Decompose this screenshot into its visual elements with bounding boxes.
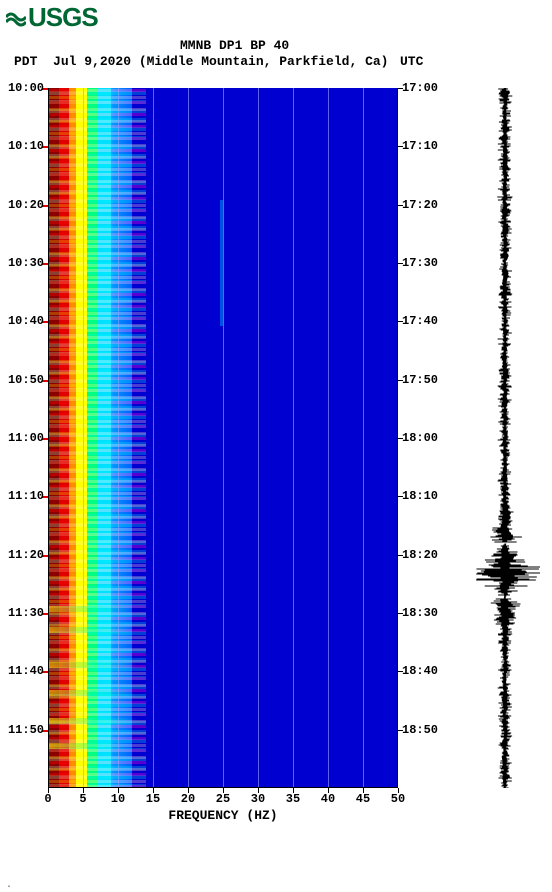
y-tick-utc: 17:10 bbox=[402, 139, 438, 153]
y-tick-utc: 18:40 bbox=[402, 664, 438, 678]
usgs-wave-icon bbox=[6, 8, 26, 28]
x-tick: 0 bbox=[44, 792, 51, 806]
y-tick-utc: 18:10 bbox=[402, 489, 438, 503]
usgs-text: USGS bbox=[28, 2, 98, 33]
y-tick-utc: 18:20 bbox=[402, 548, 438, 562]
x-tick: 35 bbox=[286, 792, 300, 806]
y-tick-pdt: 10:50 bbox=[8, 373, 44, 387]
y-tick-pdt: 10:40 bbox=[8, 314, 44, 328]
y-tick-pdt: 11:00 bbox=[8, 431, 44, 445]
y-tick-pdt: 11:10 bbox=[8, 489, 44, 503]
x-tick: 45 bbox=[356, 792, 370, 806]
spectrogram-plot: FREQUENCY (HZ) 0510152025303540455010:00… bbox=[48, 88, 398, 788]
plot-title: MMNB DP1 BP 40 bbox=[180, 38, 289, 53]
y-tick-pdt: 11:40 bbox=[8, 664, 44, 678]
spectrogram-image bbox=[48, 88, 398, 788]
y-tick-pdt: 10:00 bbox=[8, 81, 44, 95]
y-tick-utc: 17:40 bbox=[402, 314, 438, 328]
seismogram-trace bbox=[470, 88, 540, 788]
y-tick-pdt: 10:20 bbox=[8, 198, 44, 212]
x-tick: 20 bbox=[181, 792, 195, 806]
x-axis-label: FREQUENCY (HZ) bbox=[48, 808, 398, 823]
y-tick-pdt: 10:10 bbox=[8, 139, 44, 153]
y-tick-pdt: 11:20 bbox=[8, 548, 44, 562]
right-tz-label: UTC bbox=[400, 54, 423, 69]
footer-mark: . bbox=[6, 879, 12, 890]
y-tick-utc: 17:00 bbox=[402, 81, 438, 95]
usgs-logo: USGS bbox=[6, 2, 98, 33]
x-tick: 25 bbox=[216, 792, 230, 806]
y-tick-utc: 17:30 bbox=[402, 256, 438, 270]
x-tick: 30 bbox=[251, 792, 265, 806]
left-tz-label: PDT Jul 9,2020 (Middle Mountain, Parkfie… bbox=[14, 54, 388, 69]
x-tick: 50 bbox=[391, 792, 405, 806]
y-tick-pdt: 11:30 bbox=[8, 606, 44, 620]
y-tick-pdt: 10:30 bbox=[8, 256, 44, 270]
y-tick-utc: 18:50 bbox=[402, 723, 438, 737]
x-tick: 10 bbox=[111, 792, 125, 806]
y-tick-utc: 18:00 bbox=[402, 431, 438, 445]
y-tick-utc: 18:30 bbox=[402, 606, 438, 620]
y-tick-pdt: 11:50 bbox=[8, 723, 44, 737]
x-tick: 5 bbox=[79, 792, 86, 806]
y-tick-utc: 17:20 bbox=[402, 198, 438, 212]
x-tick: 40 bbox=[321, 792, 335, 806]
y-tick-utc: 17:50 bbox=[402, 373, 438, 387]
x-tick: 15 bbox=[146, 792, 160, 806]
